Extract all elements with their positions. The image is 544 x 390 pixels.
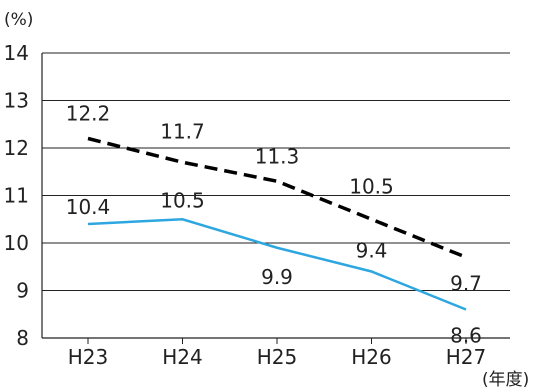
series-line-black [87,136,467,259]
data-label-black: 10.5 [349,174,394,198]
x-tick-label: H23 [68,345,109,369]
axes [41,53,510,339]
data-label-blue: 9.9 [261,265,293,289]
data-label-black: 12.2 [66,102,111,126]
x-tick-label: H24 [162,345,203,369]
data-label-black: 9.7 [450,271,482,295]
data-label-blue: 10.5 [160,188,205,212]
y-tick-label: 10 [4,231,29,255]
x-tick-label: H27 [446,345,487,369]
x-tick-label: H25 [257,345,298,369]
data-label-black: 11.3 [255,144,300,168]
series-lines [87,136,467,311]
grid-lines [42,52,510,291]
y-axis-unit-label: (%) [4,10,33,30]
y-tick-label: 13 [4,89,29,113]
x-axis-unit-label: (年度) [482,370,529,390]
y-tick-label: 14 [4,41,29,65]
x-tick-labels: H23 H24 H25 H26 H27 [68,338,487,369]
data-labels: 12.2 11.7 11.3 10.5 9.7 10.4 10.5 9.9 9.4 8.6 [66,102,482,348]
y-tick-label: 12 [4,136,29,160]
data-label-blue: 9.4 [356,239,388,263]
x-tick-label: H26 [351,345,392,369]
y-tick-labels: 8 9 10 11 12 13 14 [4,41,29,350]
y-tick-label: 9 [16,279,29,303]
y-tick-label: 8 [16,326,29,350]
data-label-blue: 10.4 [66,195,111,219]
data-label-blue: 8.6 [450,324,482,348]
data-label-black: 11.7 [160,119,205,143]
y-tick-label: 11 [4,184,29,208]
series-line-blue [87,217,467,311]
